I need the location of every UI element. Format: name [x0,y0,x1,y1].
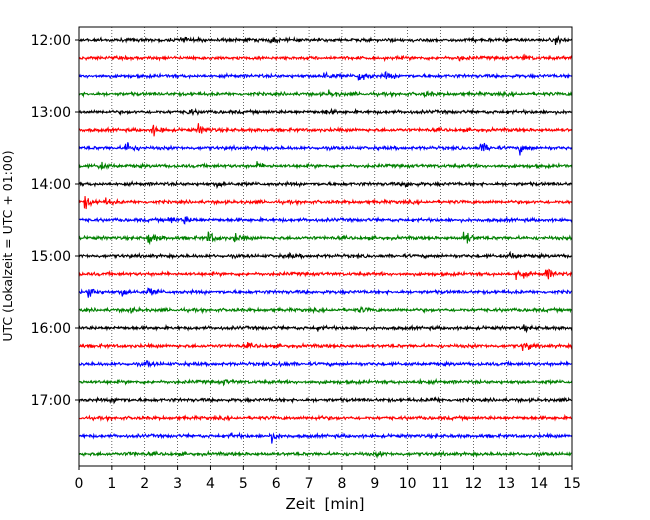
y-tick-label: 13:00 [31,105,71,121]
x-tick-label: 9 [370,476,379,492]
x-tick-label: 3 [173,476,182,492]
trace-row [78,449,573,459]
x-tick-label: 11 [432,476,450,492]
trace-row [78,359,573,368]
x-tick-label: 12 [464,476,482,492]
y-axis-title: UTC (Lokalzeit = UTC + 01:00) [0,150,15,341]
x-tick-label: 1 [107,476,116,492]
x-tick-label: 2 [140,476,149,492]
x-tick-label: 4 [206,476,215,492]
x-tick-label: 15 [563,476,581,492]
trace-row [78,53,573,63]
trace-row [78,250,573,260]
y-tick-label: 16:00 [31,321,71,337]
x-tick-label: 7 [305,476,314,492]
trace-row [78,305,573,315]
x-tick-label: 0 [75,476,84,492]
y-tick-label: 17:00 [31,393,71,409]
trace-row [78,89,573,99]
x-axis-title: Zeit [min] [285,495,364,513]
plot-area [78,26,573,467]
trace-row [78,287,573,298]
trace-row [78,231,573,246]
x-tick-label: 8 [337,476,346,492]
y-tick-label: 14:00 [31,177,71,193]
trace-row [78,179,573,190]
y-tick-label: 12:00 [31,33,71,49]
trace-row [78,196,573,210]
trace-row [78,34,573,45]
plot-frame [78,26,573,467]
x-tick-label: 5 [239,476,248,492]
trace-row [78,70,573,81]
trace-row [78,396,573,405]
trace-row [78,323,573,334]
trace-row [78,341,573,352]
trace-row [78,377,573,387]
trace-row [78,161,573,171]
trace-row [78,268,573,281]
x-tick-label: 14 [530,476,548,492]
x-tick-label: 6 [272,476,281,492]
trace-row [78,123,573,137]
x-axis-ticks: 0 1 2 3 4 5 6 7 8 9 10 11 12 13 14 15 [75,466,581,492]
y-axis-ticks: 12:00 13:00 14:00 15:00 16:00 17:00 [31,33,79,409]
y-tick-label: 15:00 [31,249,71,265]
x-tick-label: 13 [497,476,515,492]
trace-row [78,215,573,225]
trace-row [78,431,573,444]
trace-row [78,142,573,156]
x-tick-label: 10 [399,476,417,492]
trace-row [78,107,573,117]
trace-row [78,413,573,423]
